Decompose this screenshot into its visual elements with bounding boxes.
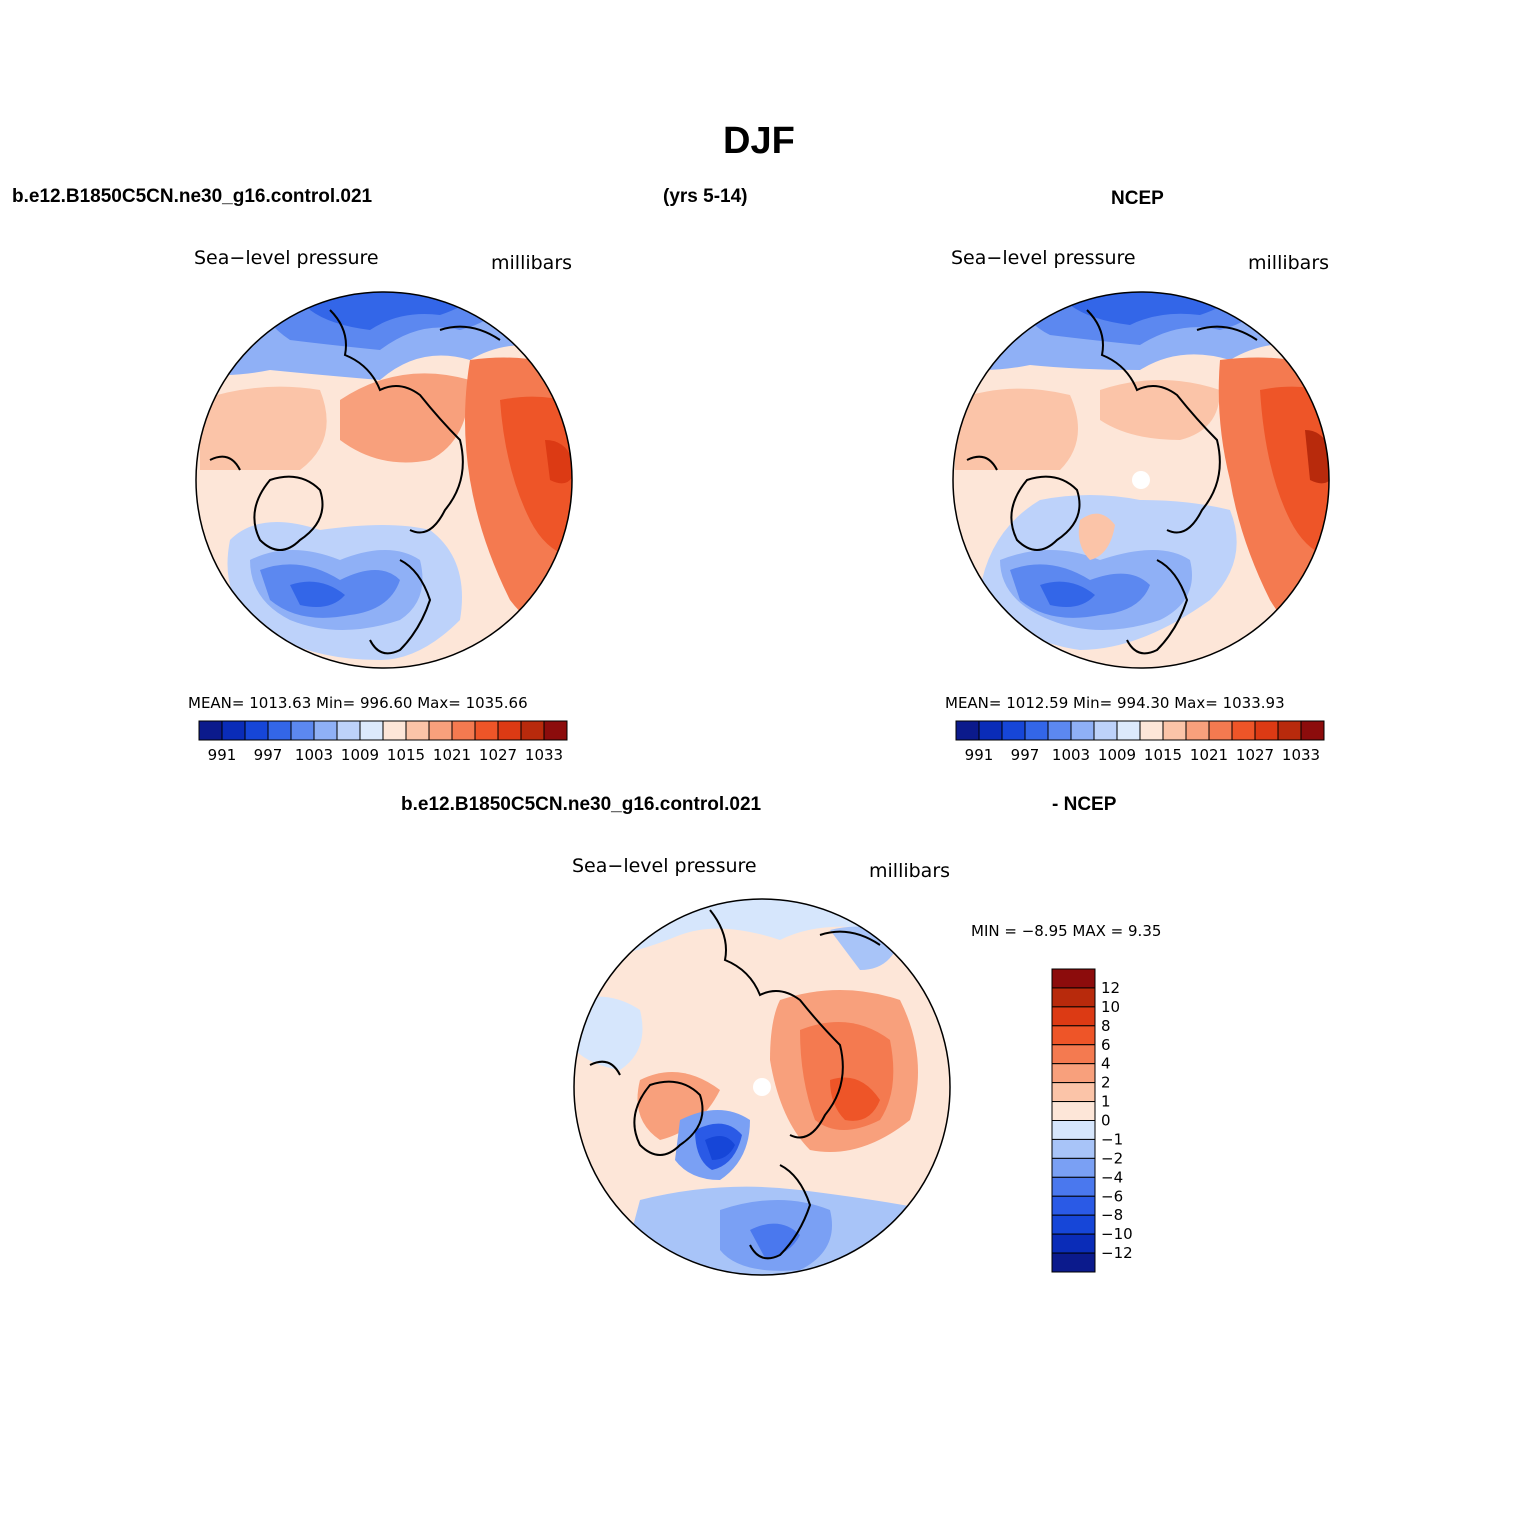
model-colorbar-swatch bbox=[497, 720, 522, 741]
obs-colorbar-tick-label: 1021 bbox=[1190, 746, 1228, 764]
model-colorbar-swatch bbox=[290, 720, 315, 741]
diff-colorbar-tick-label: −2 bbox=[1101, 1149, 1123, 1167]
obs-colorbar-tick-label: 1003 bbox=[1052, 746, 1090, 764]
model-colorbar-swatch bbox=[313, 720, 338, 741]
diff-colorbar-tick-label: −1 bbox=[1101, 1130, 1123, 1148]
diff-colorbar-tick-label: −10 bbox=[1101, 1225, 1133, 1243]
diff-case-name: b.e12.B1850C5CN.ne30_g16.control.021 bbox=[401, 794, 762, 815]
model-colorbar-swatch bbox=[359, 720, 384, 741]
model-colorbar-swatch bbox=[336, 720, 361, 741]
obs-colorbar-swatch bbox=[1185, 720, 1210, 741]
obs-colorbar-tick-label: 991 bbox=[965, 746, 994, 764]
obs-colorbar-tick-label: 1009 bbox=[1098, 746, 1136, 764]
diff-colorbar-swatch bbox=[1051, 1025, 1096, 1046]
model-colorbar-swatch bbox=[198, 720, 223, 741]
diff-colorbar-tick-label: 12 bbox=[1101, 979, 1120, 997]
obs-colorbar-tick-label: 1033 bbox=[1282, 746, 1320, 764]
diff-colorbar-swatch bbox=[1051, 1214, 1096, 1235]
obs-colorbar-swatch bbox=[1047, 720, 1072, 741]
model-colorbar-swatch bbox=[382, 720, 407, 741]
diff-colorbar-swatch bbox=[1051, 1195, 1096, 1216]
diff-colorbar-swatch bbox=[1051, 1120, 1096, 1140]
model-colorbar-tick-label: 991 bbox=[208, 746, 237, 764]
diff-colorbar-swatch bbox=[1051, 1233, 1096, 1254]
model-colorbar-swatch bbox=[244, 720, 269, 741]
model-colorbar-tick-label: 997 bbox=[254, 746, 283, 764]
model-colorbar-swatch bbox=[267, 720, 292, 741]
obs-colorbar-swatch bbox=[1139, 720, 1164, 741]
diff-colorbar-tick-label: 1 bbox=[1101, 1093, 1111, 1111]
diff-colorbar-swatch bbox=[1051, 1157, 1096, 1178]
case-name: b.e12.B1850C5CN.ne30_g16.control.021 bbox=[12, 186, 373, 207]
diff-colorbar-tick-label: 2 bbox=[1101, 1074, 1111, 1092]
diff-var-name: Sea−level pressure bbox=[572, 855, 757, 877]
model-colorbar-swatch bbox=[543, 720, 568, 741]
obs-units: millibars bbox=[1248, 252, 1330, 274]
diff-colorbar-swatch bbox=[1051, 1176, 1096, 1197]
obs-colorbar-swatch bbox=[978, 720, 1003, 741]
model-colorbar-tick-label: 1015 bbox=[387, 746, 425, 764]
obs-colorbar-swatch bbox=[1231, 720, 1256, 741]
diff-colorbar-swatch bbox=[1051, 1101, 1096, 1121]
diff-colorbar-swatch bbox=[1051, 987, 1096, 1008]
obs-colorbar-swatch bbox=[1277, 720, 1302, 741]
diff-colorbar-tick-label: 8 bbox=[1101, 1017, 1111, 1035]
diff-units: millibars bbox=[869, 860, 951, 882]
diff-colorbar-tick-label: −6 bbox=[1101, 1187, 1123, 1205]
diff-colorbar-tick-label: 0 bbox=[1101, 1112, 1111, 1130]
diff-colorbar-swatch bbox=[1051, 1044, 1096, 1065]
model-colorbar-swatch bbox=[451, 720, 476, 741]
obs-colorbar-tick-label: 1027 bbox=[1236, 746, 1274, 764]
model-colorbar-tick-label: 1027 bbox=[479, 746, 517, 764]
obs-colorbar-swatch bbox=[1024, 720, 1049, 741]
diff-colorbar-swatch bbox=[1051, 968, 1096, 989]
diff-colorbar-swatch bbox=[1051, 1063, 1096, 1084]
obs-colorbar-swatch bbox=[1254, 720, 1279, 741]
model-colorbar-swatch bbox=[405, 720, 430, 741]
obs-colorbar-swatch bbox=[1001, 720, 1026, 741]
model-stats: MEAN= 1013.63 Min= 996.60 Max= 1035.66 bbox=[188, 694, 528, 712]
model-var-name: Sea−level pressure bbox=[194, 247, 379, 269]
obs-stats: MEAN= 1012.59 Min= 994.30 Max= 1033.93 bbox=[945, 694, 1285, 712]
model-colorbar-tick-label: 1009 bbox=[341, 746, 379, 764]
model-colorbar-swatch bbox=[428, 720, 453, 741]
diff-stats: MIN = −8.95 MAX = 9.35 bbox=[971, 922, 1162, 940]
diff-colorbar-swatch bbox=[1051, 1252, 1096, 1273]
diff-colorbar-swatch bbox=[1051, 1082, 1096, 1103]
obs-colorbar-swatch bbox=[1093, 720, 1118, 741]
obs-colorbar-swatch bbox=[1116, 720, 1141, 741]
diff-colorbar-tick-label: −8 bbox=[1101, 1206, 1123, 1224]
obs-colorbar-swatch bbox=[955, 720, 980, 741]
diff-colorbar-tick-label: −12 bbox=[1101, 1244, 1133, 1262]
obs-colorbar-swatch bbox=[1070, 720, 1095, 741]
page-title: DJF bbox=[723, 120, 795, 162]
obs-colorbar-swatch bbox=[1300, 720, 1325, 741]
years-label: (yrs 5-14) bbox=[663, 186, 748, 207]
obs-colorbar-swatch bbox=[1208, 720, 1233, 741]
diff-obs-name: - NCEP bbox=[1052, 794, 1117, 815]
model-colorbar-tick-label: 1033 bbox=[525, 746, 563, 764]
diff-colorbar-tick-label: 4 bbox=[1101, 1055, 1111, 1073]
model-units: millibars bbox=[491, 252, 573, 274]
obs-var-name: Sea−level pressure bbox=[951, 247, 1136, 269]
diff-colorbar-swatch bbox=[1051, 1006, 1096, 1027]
diff-colorbar-swatch bbox=[1051, 1138, 1096, 1159]
obs-colorbar-tick-label: 997 bbox=[1011, 746, 1040, 764]
obs-name: NCEP bbox=[1111, 188, 1164, 209]
model-colorbar-tick-label: 1003 bbox=[295, 746, 333, 764]
diff-colorbar-tick-label: −4 bbox=[1101, 1168, 1123, 1186]
model-colorbar-swatch bbox=[474, 720, 499, 741]
obs-colorbar-swatch bbox=[1162, 720, 1187, 741]
diff-colorbar-tick-label: 6 bbox=[1101, 1036, 1111, 1054]
diff-colorbar-tick-label: 10 bbox=[1101, 998, 1120, 1016]
model-colorbar-tick-label: 1021 bbox=[433, 746, 471, 764]
model-colorbar-swatch bbox=[520, 720, 545, 741]
model-colorbar-swatch bbox=[221, 720, 246, 741]
obs-colorbar-tick-label: 1015 bbox=[1144, 746, 1182, 764]
